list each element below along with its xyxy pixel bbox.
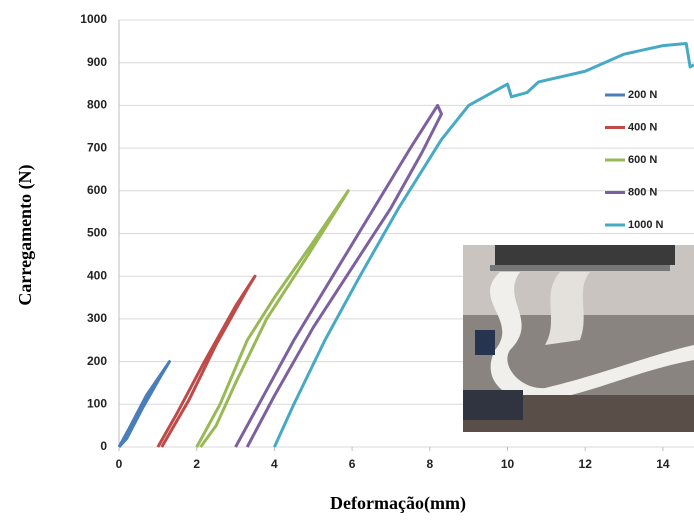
y-tick-label: 500 [87,226,107,240]
y-tick-label: 800 [87,98,107,112]
y-tick-label: 700 [87,140,107,154]
x-tick-label: 6 [349,457,356,471]
x-tick-label: 8 [426,457,433,471]
y-tick-label: 300 [87,311,107,325]
legend-label: 600 N [628,154,657,166]
plot-lines [117,41,694,449]
x-tick-label: 14 [656,457,670,471]
y-tick-label: 600 [87,183,107,197]
x-tick-label: 4 [271,457,278,471]
legend-label: 400 N [628,121,657,133]
y-tick-label: 900 [87,55,107,69]
series-line [117,360,172,449]
x-tick-label: 0 [116,457,123,471]
x-axis-label: Deformação(mm) [330,493,466,514]
series-line [273,41,694,448]
y-axis-label: Carregamento (N) [15,164,36,305]
series-line [156,274,257,448]
y-tick-label: 200 [87,354,107,368]
photo-inset [463,245,694,432]
y-tick-label: 100 [87,396,107,410]
legend: 200 N 400 N 600 N 800 N 1000 N [605,89,664,231]
series-line [234,103,443,448]
series-line [195,189,350,448]
legend-label: 200 N [628,89,657,101]
y-tick-label: 0 [100,439,107,453]
x-tick-label: 2 [193,457,200,471]
y-tick-label: 1000 [80,12,107,26]
x-tick-label: 12 [579,457,593,471]
legend-label: 1000 N [628,219,664,231]
legend-label: 800 N [628,186,657,198]
y-tick-label: 400 [87,268,107,282]
x-tick-label: 10 [501,457,515,471]
